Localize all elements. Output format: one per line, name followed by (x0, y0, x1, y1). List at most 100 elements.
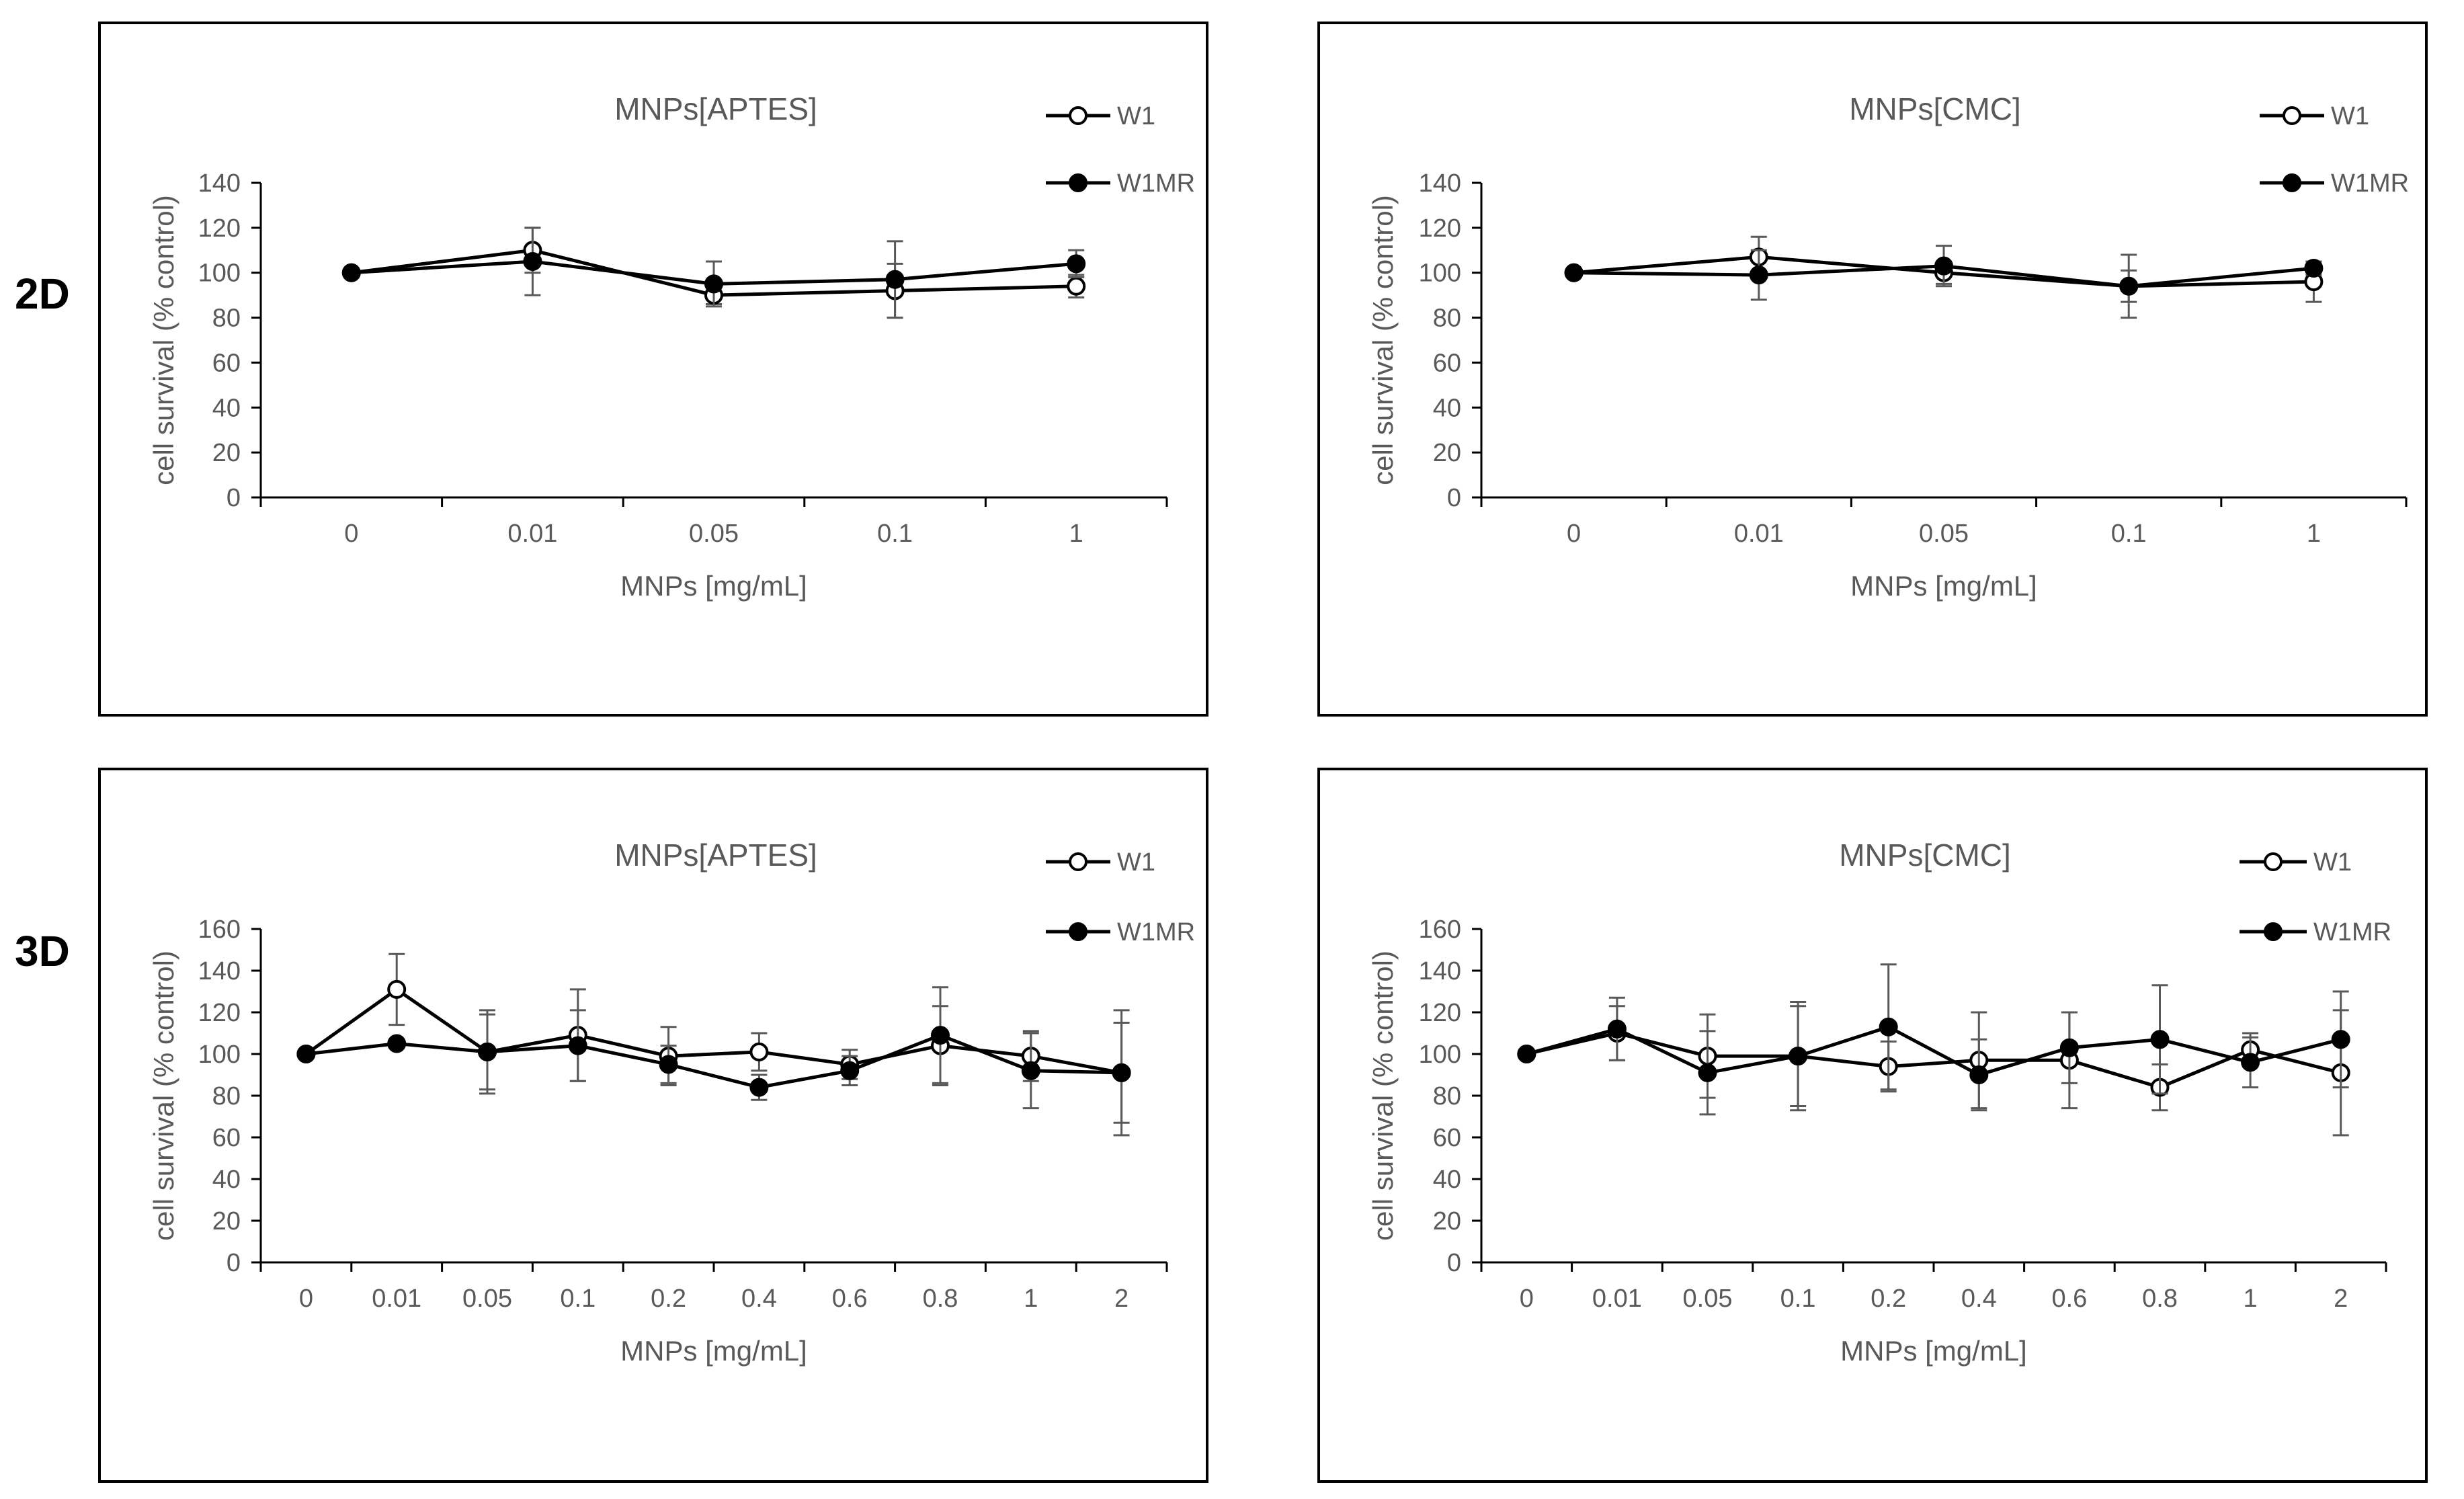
data-point-w1mr (885, 270, 905, 289)
chart-title: MNPs[APTES] (614, 91, 817, 126)
data-point-w1mr (387, 1034, 407, 1053)
y-axis-label: cell survival (% control) (148, 950, 179, 1241)
y-tick-label: 80 (212, 1082, 241, 1110)
data-point-w1mr (1067, 254, 1086, 274)
x-tick-label: 0.05 (689, 520, 739, 548)
legend-label-w1: W1 (2331, 102, 2369, 130)
x-tick-label: 0.1 (877, 520, 913, 548)
x-tick-label: 0.1 (1780, 1285, 1816, 1313)
y-tick-label: 0 (227, 484, 241, 512)
x-tick-label: 0.8 (923, 1285, 958, 1313)
data-point-w1 (749, 1042, 769, 1061)
data-point-w1mr (1934, 256, 1953, 276)
chart-panel-2d-aptes: MNPs[APTES] 0 20 40 60 80 100 120 140 0 0.01 0.05 0.… (98, 22, 1208, 717)
y-tick-label: 40 (1433, 394, 1461, 422)
y-axis-label: cell survival (% control) (148, 195, 179, 485)
data-point-w1mr (1021, 1061, 1040, 1080)
x-tick-label: 0.05 (1683, 1285, 1733, 1313)
y-tick-label: 100 (1419, 259, 1461, 288)
x-tick-label: 0 (299, 1285, 313, 1313)
chart-2d-cmc: MNPs[CMC] 0 20 40 60 80 100 120 140 0 0.01 0.05 0.1 1… (1367, 91, 2409, 602)
data-point-w1mr (1517, 1045, 1536, 1063)
series-line-w1 (304, 987, 1122, 1075)
x-axis-label: MNPs [mg/mL] (620, 570, 807, 602)
legend-label-w1: W1 (1117, 848, 1155, 877)
data-point-w1mr (1749, 266, 1768, 285)
data-point-w1mr (1789, 1047, 1808, 1066)
data-point-w1 (387, 979, 407, 999)
y-tick-label: 0 (1447, 484, 1461, 512)
row-label-2d: 2D (15, 270, 70, 318)
legend-label-w1mr: W1MR (2331, 169, 2409, 198)
data-point-w1mr (478, 1042, 497, 1061)
x-tick-label: 0.8 (2142, 1285, 2178, 1313)
chart-panel-3d-cmc: MNPs[CMC] 0 20 40 60 80 100 120 140 160 0 0.01 0.05 0… (1317, 768, 2428, 1483)
data-point-w1mr (2150, 1030, 2170, 1049)
data-point-w1mr (2119, 276, 2139, 296)
y-tick-label: 0 (227, 1249, 241, 1277)
y-tick-label: 120 (1419, 999, 1461, 1027)
x-tick-label: 1 (1024, 1285, 1038, 1313)
data-point-w1mr (2331, 1030, 2350, 1049)
x-tick-label: 0 (1567, 520, 1581, 548)
y-tick-label: 80 (1433, 305, 1461, 333)
data-point-w1mr (1607, 1019, 1627, 1039)
x-tick-label: 0.2 (651, 1285, 686, 1313)
y-tick-label: 60 (1433, 1124, 1461, 1152)
y-tick-label: 140 (1419, 957, 1461, 985)
y-tick-label: 20 (212, 1207, 241, 1235)
y-tick-label: 80 (212, 305, 241, 333)
chart-2d-aptes: MNPs[APTES] 0 20 40 60 80 100 120 140 0 0.01 0.05 0.… (148, 91, 1195, 602)
y-axis-label: cell survival (% control) (1367, 950, 1399, 1241)
x-tick-label: 0.01 (1734, 520, 1784, 548)
x-tick-label: 0.05 (1919, 520, 1969, 548)
row-label-3d: 3D (15, 927, 70, 975)
chart-3d-aptes: MNPs[APTES] 0 20 40 60 80 100 120 140 160 0 0.01 0.0… (148, 838, 1195, 1367)
y-tick-label: 140 (198, 957, 241, 985)
chart-panel-3d-aptes: MNPs[APTES] 0 20 40 60 80 100 120 140 160 0 0.01 0.0… (98, 768, 1208, 1483)
y-tick-label: 120 (198, 214, 241, 243)
legend-marker-w1 (2283, 106, 2301, 125)
legend-marker-w1mr (1069, 173, 1087, 192)
chart-panel-2d-cmc: MNPs[CMC] 0 20 40 60 80 100 120 140 0 0.01 0.05 0.1 1… (1317, 22, 2428, 717)
y-tick-label: 40 (212, 1166, 241, 1194)
chart-title: MNPs[CMC] (1839, 838, 2011, 873)
x-tick-label: 2 (1114, 1285, 1128, 1313)
legend-label-w1mr: W1MR (2313, 918, 2391, 946)
y-tick-label: 0 (1447, 1249, 1461, 1277)
x-tick-label: 0.4 (1961, 1285, 1997, 1313)
x-axis-label: MNPs [mg/mL] (1840, 1335, 2027, 1367)
chart-title: MNPs[CMC] (1849, 91, 2021, 126)
x-axis-label: MNPs [mg/mL] (1850, 570, 2037, 602)
legend-marker-w1 (1069, 852, 1087, 871)
x-tick-label: 2 (2334, 1285, 2348, 1313)
legend-marker-w1 (1069, 106, 1087, 125)
legend-marker-w1mr (2283, 173, 2301, 192)
data-point-w1mr (749, 1078, 769, 1097)
data-point-w1mr (2059, 1038, 2079, 1057)
x-tick-label: 0.1 (560, 1285, 596, 1313)
y-tick-label: 80 (1433, 1082, 1461, 1110)
series-line-w1mr (1526, 1024, 2342, 1077)
data-point-w1mr (2304, 259, 2324, 278)
legend-label-w1: W1 (1117, 102, 1155, 130)
data-point-w1mr (341, 263, 361, 282)
data-point-w1mr (296, 1045, 316, 1063)
y-tick-label: 160 (1419, 916, 1461, 944)
x-tick-label: 0 (1520, 1285, 1534, 1313)
x-tick-label: 0.01 (372, 1285, 421, 1313)
x-tick-label: 0.2 (1871, 1285, 1906, 1313)
y-tick-label: 40 (212, 394, 241, 422)
x-tick-label: 0.01 (1592, 1285, 1642, 1313)
legend-label-w1: W1 (2313, 848, 2352, 877)
y-tick-label: 60 (1433, 349, 1461, 377)
legend-label-w1mr: W1MR (1117, 918, 1195, 946)
y-tick-label: 20 (1433, 439, 1461, 467)
data-point-w1mr (931, 1026, 950, 1045)
chart-title: MNPs[APTES] (614, 838, 817, 873)
y-tick-label: 140 (198, 169, 241, 198)
x-axis-label: MNPs [mg/mL] (620, 1335, 807, 1367)
x-tick-label: 0.01 (507, 520, 557, 548)
y-axis-label: cell survival (% control) (1367, 195, 1399, 485)
data-point-w1 (1067, 276, 1086, 296)
